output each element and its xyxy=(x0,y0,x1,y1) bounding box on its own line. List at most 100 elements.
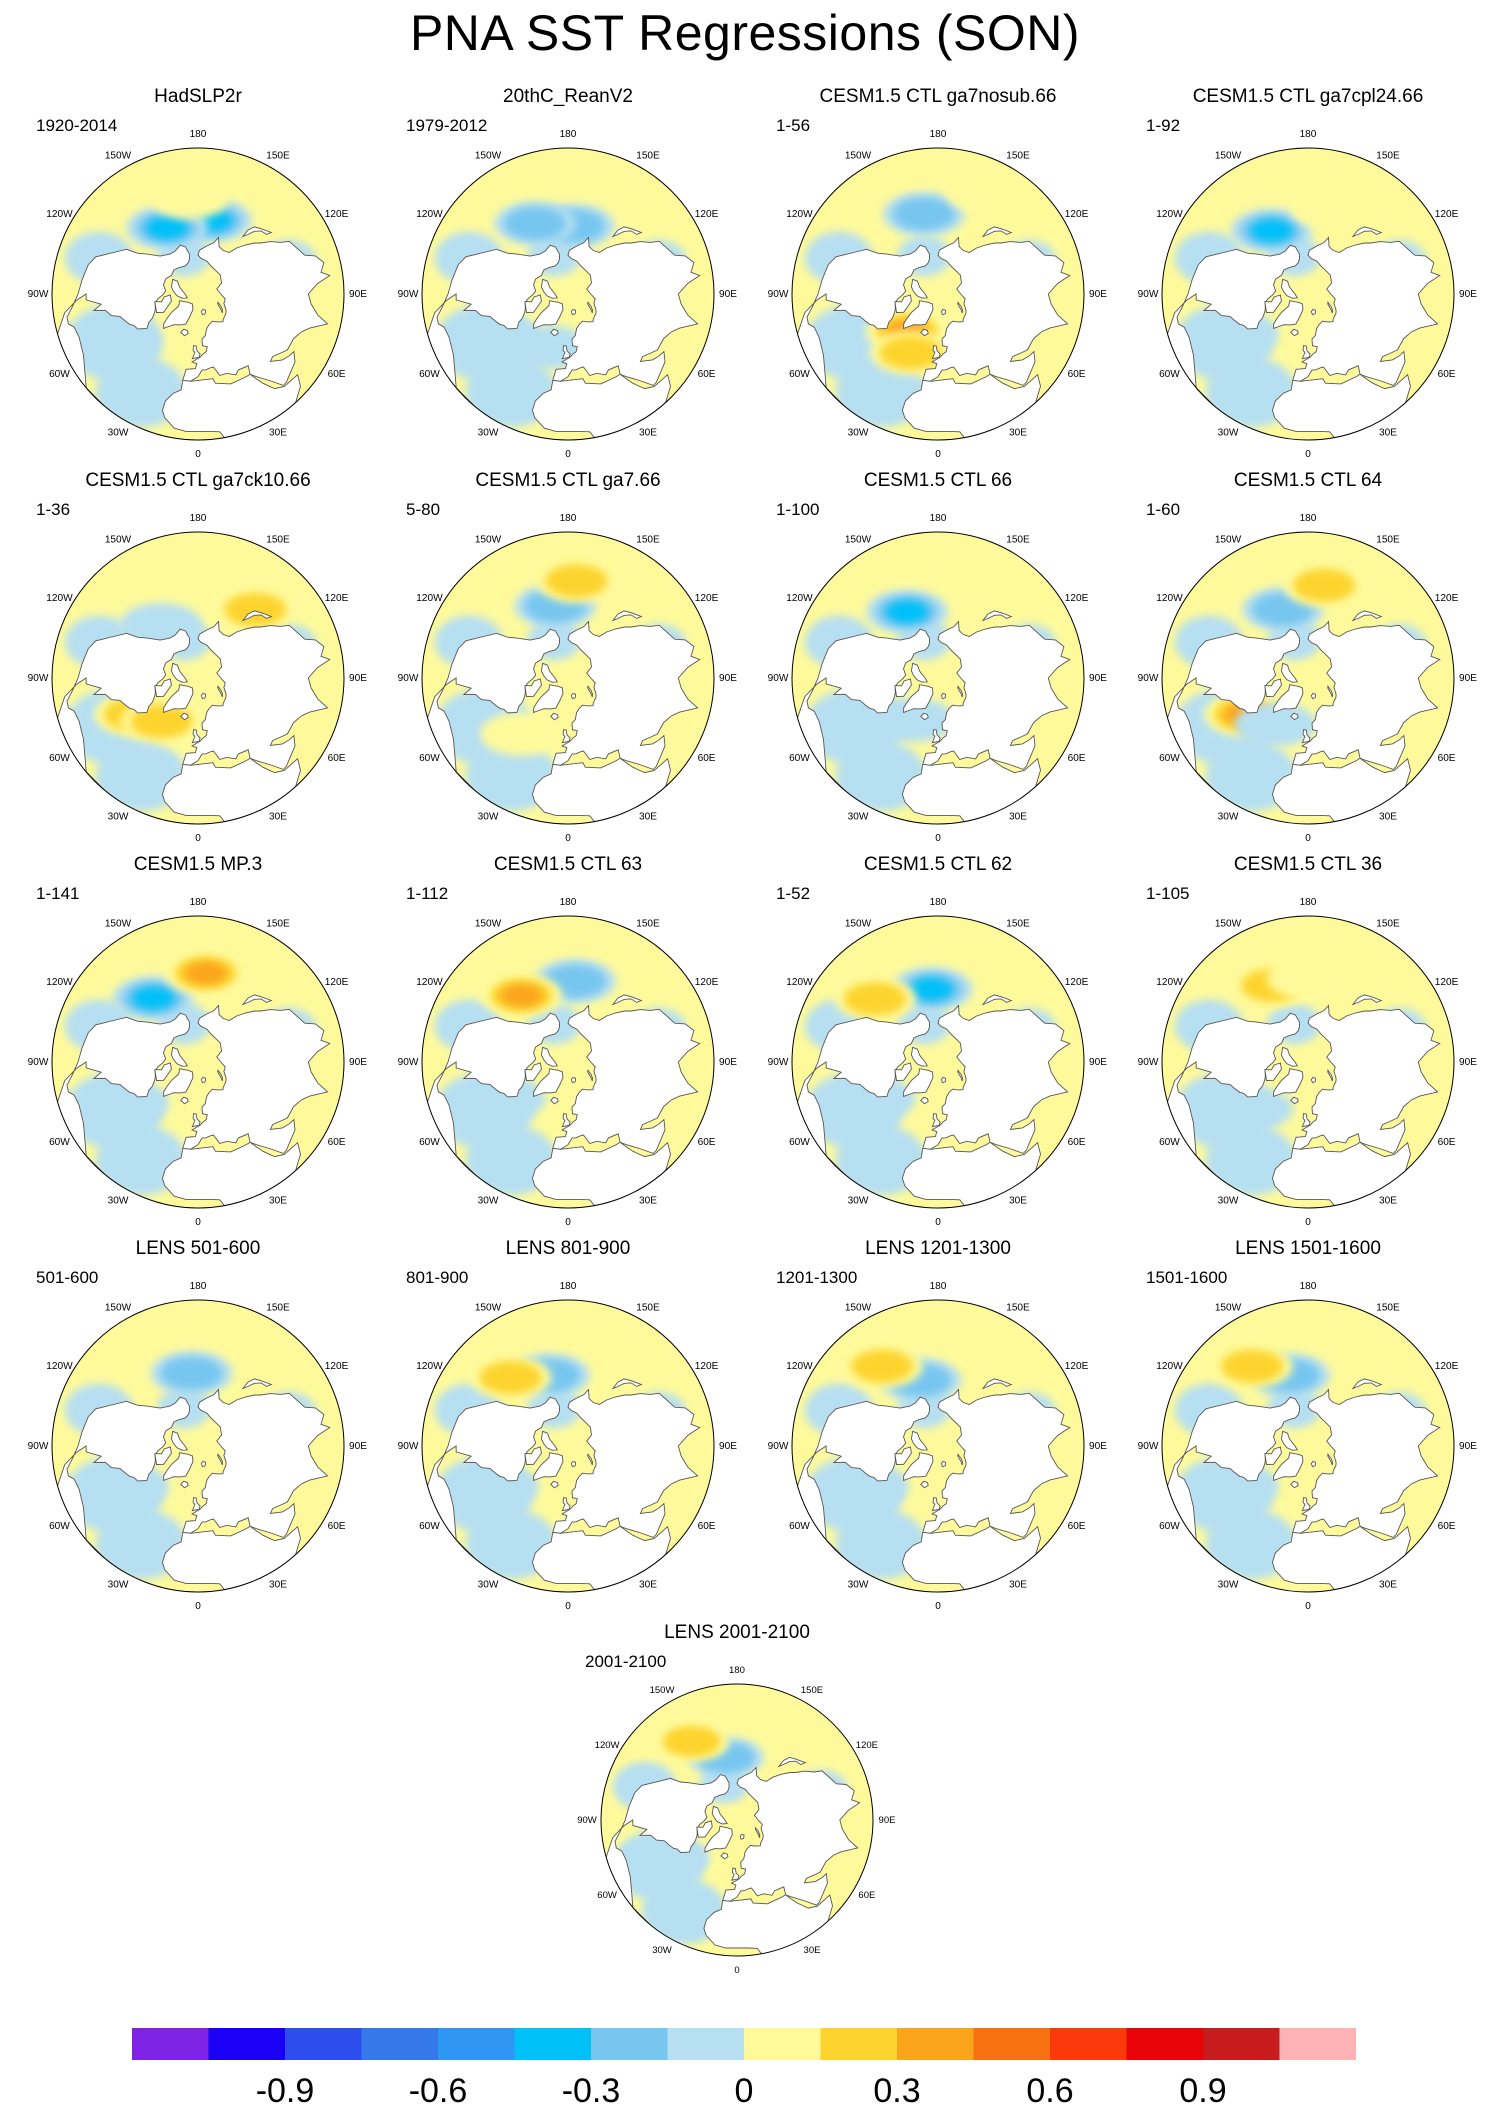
polar-map: 180 150E 120E 90E 60E 30E 0 30W 60W 90W 120W 150W xyxy=(28,129,368,460)
land-baffin xyxy=(1264,1446,1282,1465)
panel-title: CESM1.5 CTL ga7cpl24.66 xyxy=(1192,86,1424,107)
land-novaya xyxy=(587,685,593,698)
colorbar-label: -0.9 xyxy=(256,2072,315,2108)
land-svalbard xyxy=(940,692,946,700)
longitude-label: 0 xyxy=(935,833,941,844)
map-boundary xyxy=(791,915,1085,1209)
colorbar: -0.9 -0.6 -0.3 0 0.3 0.6 0.9 xyxy=(132,2028,1356,2108)
longitude-label: 0 xyxy=(935,449,941,460)
land-svalbard xyxy=(739,1833,745,1840)
land-northAmerica xyxy=(792,1012,931,1185)
land-canadaArch xyxy=(1280,662,1299,683)
land-northAmerica xyxy=(422,628,561,801)
longitude-label: 30W xyxy=(848,812,869,823)
land-canadaArch xyxy=(1280,1046,1299,1067)
land-iceland xyxy=(1290,1480,1299,1489)
longitude-label: 60E xyxy=(698,753,716,764)
longitude-label: 180 xyxy=(930,897,947,908)
land-iceland xyxy=(180,1480,189,1489)
longitude-label: 30E xyxy=(1009,1196,1027,1207)
anomaly-contour xyxy=(885,600,929,624)
longitude-label: 30W xyxy=(108,1196,129,1207)
longitude-label: 180 xyxy=(190,129,207,140)
longitude-label: 180 xyxy=(930,1281,947,1292)
land-novaya xyxy=(587,1453,593,1466)
land-uk xyxy=(730,1867,740,1881)
land-baffin xyxy=(524,678,542,697)
colorbar-label: 0.6 xyxy=(1026,2072,1073,2108)
land-northAmerica xyxy=(1162,1012,1301,1185)
land-novaya xyxy=(1327,1069,1333,1082)
land-uk xyxy=(191,1113,201,1128)
land-svalbard xyxy=(1310,1460,1316,1468)
longitude-label: 150E xyxy=(1006,150,1030,161)
land-eurasia xyxy=(722,1766,861,1906)
land-uk xyxy=(191,1497,201,1512)
land-northAmerica xyxy=(792,244,931,417)
land-iceland xyxy=(1290,328,1299,337)
longitude-label: 30W xyxy=(1218,1196,1239,1207)
longitude-label: 90E xyxy=(349,1057,367,1068)
land-baffin xyxy=(1264,678,1282,697)
panel-period: 1-112 xyxy=(406,884,449,903)
longitude-label: 120W xyxy=(416,593,443,604)
land-iceland xyxy=(920,1480,929,1489)
longitude-label: 90E xyxy=(1089,673,1107,684)
anomaly-contour xyxy=(1250,219,1293,243)
longitude-label: 120W xyxy=(46,209,73,220)
land-eurasia xyxy=(552,620,701,770)
colorbar-swatch xyxy=(1279,2028,1356,2060)
longitude-label: 120W xyxy=(46,1361,73,1372)
land-svalbard xyxy=(200,1460,206,1468)
longitude-label: 120E xyxy=(325,593,349,604)
polar-map: 180 150E 120E 90E 60E 30E 0 30W 60W 90W 120W 150W xyxy=(768,897,1108,1228)
map-panel: LENS 1201-1300 1201-1300 180 150E 120E 90E 60E… xyxy=(758,1238,1118,1630)
longitude-label: 150E xyxy=(1006,1302,1030,1313)
land-baffin xyxy=(1264,1062,1282,1081)
land-baffin xyxy=(696,1820,713,1838)
land-iceland xyxy=(180,328,189,337)
longitude-label: 60W xyxy=(789,369,810,380)
panel-title: CESM1.5 CTL ga7ck10.66 xyxy=(85,470,311,491)
colorbar-swatch xyxy=(744,2028,821,2060)
longitude-label: 30W xyxy=(848,1580,869,1591)
map-boundary xyxy=(51,531,345,825)
longitude-label: 60E xyxy=(698,1137,716,1148)
panel-title: LENS 501-600 xyxy=(135,1238,261,1259)
land-svalbard xyxy=(1310,1076,1316,1084)
longitude-label: 150W xyxy=(105,534,132,545)
land-novaya xyxy=(1327,1453,1333,1466)
map-boundary xyxy=(791,531,1085,825)
longitude-label: 30W xyxy=(108,428,129,439)
figure-title: PNA SST Regressions (SON) xyxy=(409,5,1081,61)
longitude-label: 120W xyxy=(46,593,73,604)
longitude-label: 0 xyxy=(195,1217,201,1228)
longitude-label: 180 xyxy=(1300,897,1317,908)
panel-title: CESM1.5 CTL 63 xyxy=(493,854,643,875)
longitude-label: 0 xyxy=(195,1601,201,1612)
colorbar-swatch xyxy=(1050,2028,1127,2060)
land-canadaArch xyxy=(170,1046,189,1067)
longitude-label: 150W xyxy=(475,150,502,161)
longitude-label: 90W xyxy=(768,1441,789,1452)
land-baffin xyxy=(524,1446,542,1465)
longitude-label: 90E xyxy=(719,289,737,300)
longitude-label: 60E xyxy=(1438,1521,1456,1532)
land-greenland xyxy=(163,1068,194,1098)
land-iceland xyxy=(1290,1096,1299,1105)
longitude-label: 60W xyxy=(49,1137,70,1148)
colorbar-label: 0 xyxy=(735,2072,754,2108)
land-northAmerica xyxy=(1162,628,1301,801)
longitude-label: 30E xyxy=(1379,812,1397,823)
longitude-label: 120W xyxy=(416,209,443,220)
map-panel: CESM1.5 CTL ga7nosub.66 1-56 180 150E 120E 90… xyxy=(758,86,1118,478)
longitude-label: 60E xyxy=(328,753,346,764)
longitude-label: 0 xyxy=(935,1217,941,1228)
polar-map: 180 150E 120E 90E 60E 30E 0 30W 60W 90W 120W 150W xyxy=(768,1281,1108,1612)
land-uk xyxy=(931,1497,941,1512)
longitude-label: 90E xyxy=(719,673,737,684)
land-iceland xyxy=(550,1096,559,1105)
land-japan xyxy=(241,226,273,238)
longitude-label: 60E xyxy=(328,1521,346,1532)
longitude-label: 120E xyxy=(1065,209,1089,220)
